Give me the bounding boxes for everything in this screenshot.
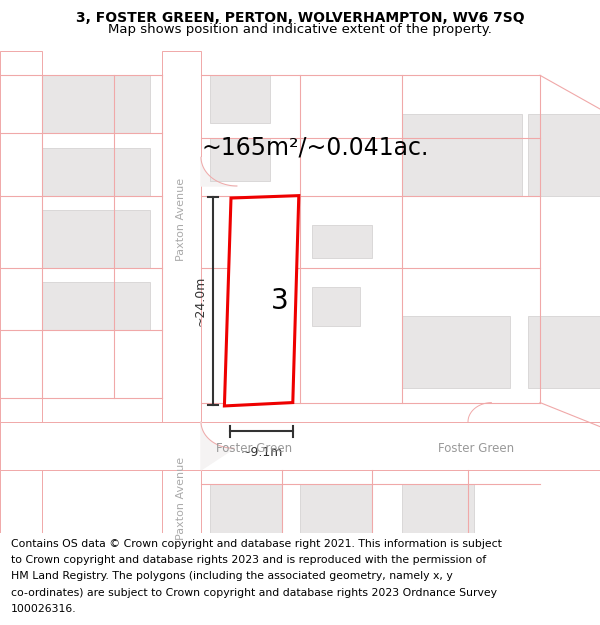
Text: ~24.0m: ~24.0m <box>193 276 206 326</box>
Text: Paxton Avenue: Paxton Avenue <box>176 178 187 261</box>
Bar <box>528 316 600 388</box>
Bar <box>0 51 42 532</box>
Text: ~165m²/~0.041ac.: ~165m²/~0.041ac. <box>201 136 428 159</box>
Text: Map shows position and indicative extent of the property.: Map shows position and indicative extent… <box>108 23 492 36</box>
Text: Foster Green: Foster Green <box>438 442 514 455</box>
Text: HM Land Registry. The polygons (including the associated geometry, namely x, y: HM Land Registry. The polygons (includin… <box>11 571 452 581</box>
Bar <box>210 484 282 532</box>
Bar <box>300 484 372 532</box>
Text: ~9.1m: ~9.1m <box>241 446 283 459</box>
Text: Paxton Avenue: Paxton Avenue <box>176 458 187 541</box>
Text: 3, FOSTER GREEN, PERTON, WOLVERHAMPTON, WV6 7SQ: 3, FOSTER GREEN, PERTON, WOLVERHAMPTON, … <box>76 11 524 25</box>
Polygon shape <box>224 196 299 406</box>
Bar <box>210 75 270 124</box>
Bar <box>402 484 474 532</box>
Text: co-ordinates) are subject to Crown copyright and database rights 2023 Ordnance S: co-ordinates) are subject to Crown copyr… <box>11 588 497 598</box>
Polygon shape <box>201 422 234 470</box>
Text: Contains OS data © Crown copyright and database right 2021. This information is : Contains OS data © Crown copyright and d… <box>11 539 502 549</box>
Bar <box>42 148 150 196</box>
Bar <box>312 224 372 258</box>
Text: to Crown copyright and database rights 2023 and is reproduced with the permissio: to Crown copyright and database rights 2… <box>11 555 486 565</box>
Bar <box>0 422 600 470</box>
Polygon shape <box>201 157 237 186</box>
Bar <box>42 75 150 133</box>
Bar <box>210 138 270 181</box>
Bar <box>162 51 201 532</box>
Text: Foster Green: Foster Green <box>216 442 292 455</box>
Bar <box>312 287 360 326</box>
Bar <box>528 114 600 196</box>
Bar <box>402 114 522 196</box>
Bar <box>42 282 150 331</box>
Bar <box>402 316 510 388</box>
Bar <box>42 210 150 268</box>
Bar <box>468 374 600 422</box>
Text: 100026316.: 100026316. <box>11 604 76 614</box>
Text: 3: 3 <box>271 286 289 314</box>
